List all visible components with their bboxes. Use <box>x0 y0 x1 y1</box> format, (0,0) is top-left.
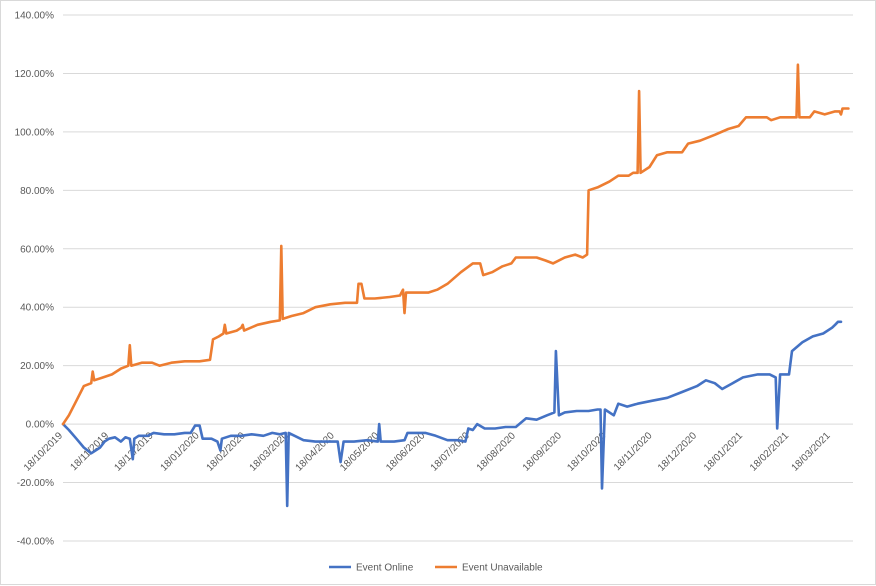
y-tick-label: 140.00% <box>15 11 55 22</box>
x-tick-label: 18/10/2019 <box>22 430 65 473</box>
y-axis-ticks: 140.00% 120.00% 100.00% 80.00% 60.00% 40.00% 2… <box>15 11 55 548</box>
x-tick-label: 18/09/2020 <box>521 430 564 473</box>
x-tick-label: 18/01/2021 <box>702 430 745 473</box>
series-lines <box>61 63 850 508</box>
series-line-event-unavailable <box>61 63 850 426</box>
x-tick-label: 18/03/2021 <box>790 430 833 473</box>
y-tick-label: -20.00% <box>17 478 54 489</box>
x-tick-label: 18/12/2020 <box>656 430 699 473</box>
legend-label: Event Unavailable <box>462 563 543 574</box>
x-tick-label: 18/11/2020 <box>612 430 655 473</box>
y-tick-label: 40.00% <box>20 303 54 314</box>
y-tick-label: 60.00% <box>20 244 54 255</box>
y-tick-label: 100.00% <box>15 127 55 138</box>
x-tick-label: 18/02/2021 <box>748 430 791 473</box>
y-tick-label: 0.00% <box>26 420 54 431</box>
y-tick-label: 120.00% <box>15 69 55 80</box>
legend-label: Event Online <box>356 563 414 574</box>
y-tick-label: 80.00% <box>20 186 54 197</box>
legend: Event Online Event Unavailable <box>329 563 543 574</box>
x-tick-label: 18/08/2020 <box>475 430 518 473</box>
series-line-event-online <box>61 320 843 508</box>
x-tick-label: 18/05/2020 <box>338 430 381 473</box>
y-tick-label: 20.00% <box>20 361 54 372</box>
gridlines <box>63 14 853 542</box>
y-tick-label: -40.00% <box>17 537 54 548</box>
x-tick-label: 18/01/2020 <box>159 430 202 473</box>
x-tick-label: 18/04/2020 <box>294 430 337 473</box>
